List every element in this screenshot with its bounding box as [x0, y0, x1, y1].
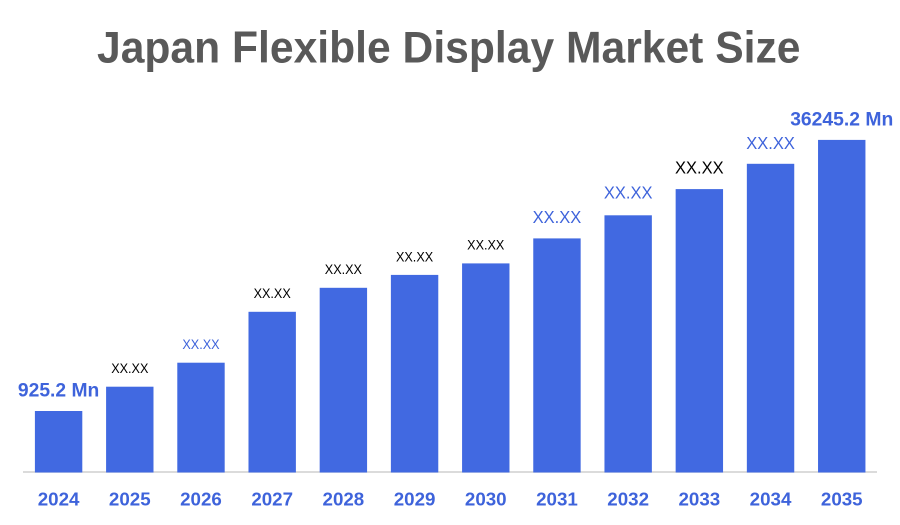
svg-text:2032: 2032	[607, 488, 649, 509]
svg-text:2024: 2024	[38, 488, 80, 509]
svg-text:XX.XX: XX.XX	[111, 360, 149, 376]
svg-text:2026: 2026	[180, 488, 222, 509]
svg-text:XX.XX: XX.XX	[254, 285, 292, 301]
svg-text:2030: 2030	[465, 488, 507, 509]
svg-text:2033: 2033	[679, 488, 721, 509]
svg-text:36245.2 Mn: 36245.2 Mn	[790, 109, 893, 131]
svg-text:2034: 2034	[750, 488, 792, 509]
svg-text:2035: 2035	[821, 488, 863, 509]
svg-text:XX.XX: XX.XX	[396, 248, 434, 264]
svg-text:XX.XX: XX.XX	[746, 133, 795, 153]
svg-text:2027: 2027	[251, 488, 293, 509]
svg-text:XX.XX: XX.XX	[325, 261, 363, 277]
svg-text:XX.XX: XX.XX	[182, 336, 220, 352]
svg-text:Japan Flexible Display Market: Japan Flexible Display Market Size	[97, 24, 801, 73]
svg-text:2025: 2025	[109, 488, 151, 509]
svg-text:2029: 2029	[394, 488, 436, 509]
svg-text:XX.XX: XX.XX	[604, 183, 653, 203]
svg-text:2028: 2028	[323, 488, 365, 509]
svg-text:XX.XX: XX.XX	[467, 237, 505, 253]
svg-text:925.2 Mn: 925.2 Mn	[18, 379, 99, 401]
svg-text:XX.XX: XX.XX	[533, 207, 582, 227]
svg-text:2031: 2031	[536, 488, 578, 509]
svg-text:XX.XX: XX.XX	[675, 158, 724, 178]
